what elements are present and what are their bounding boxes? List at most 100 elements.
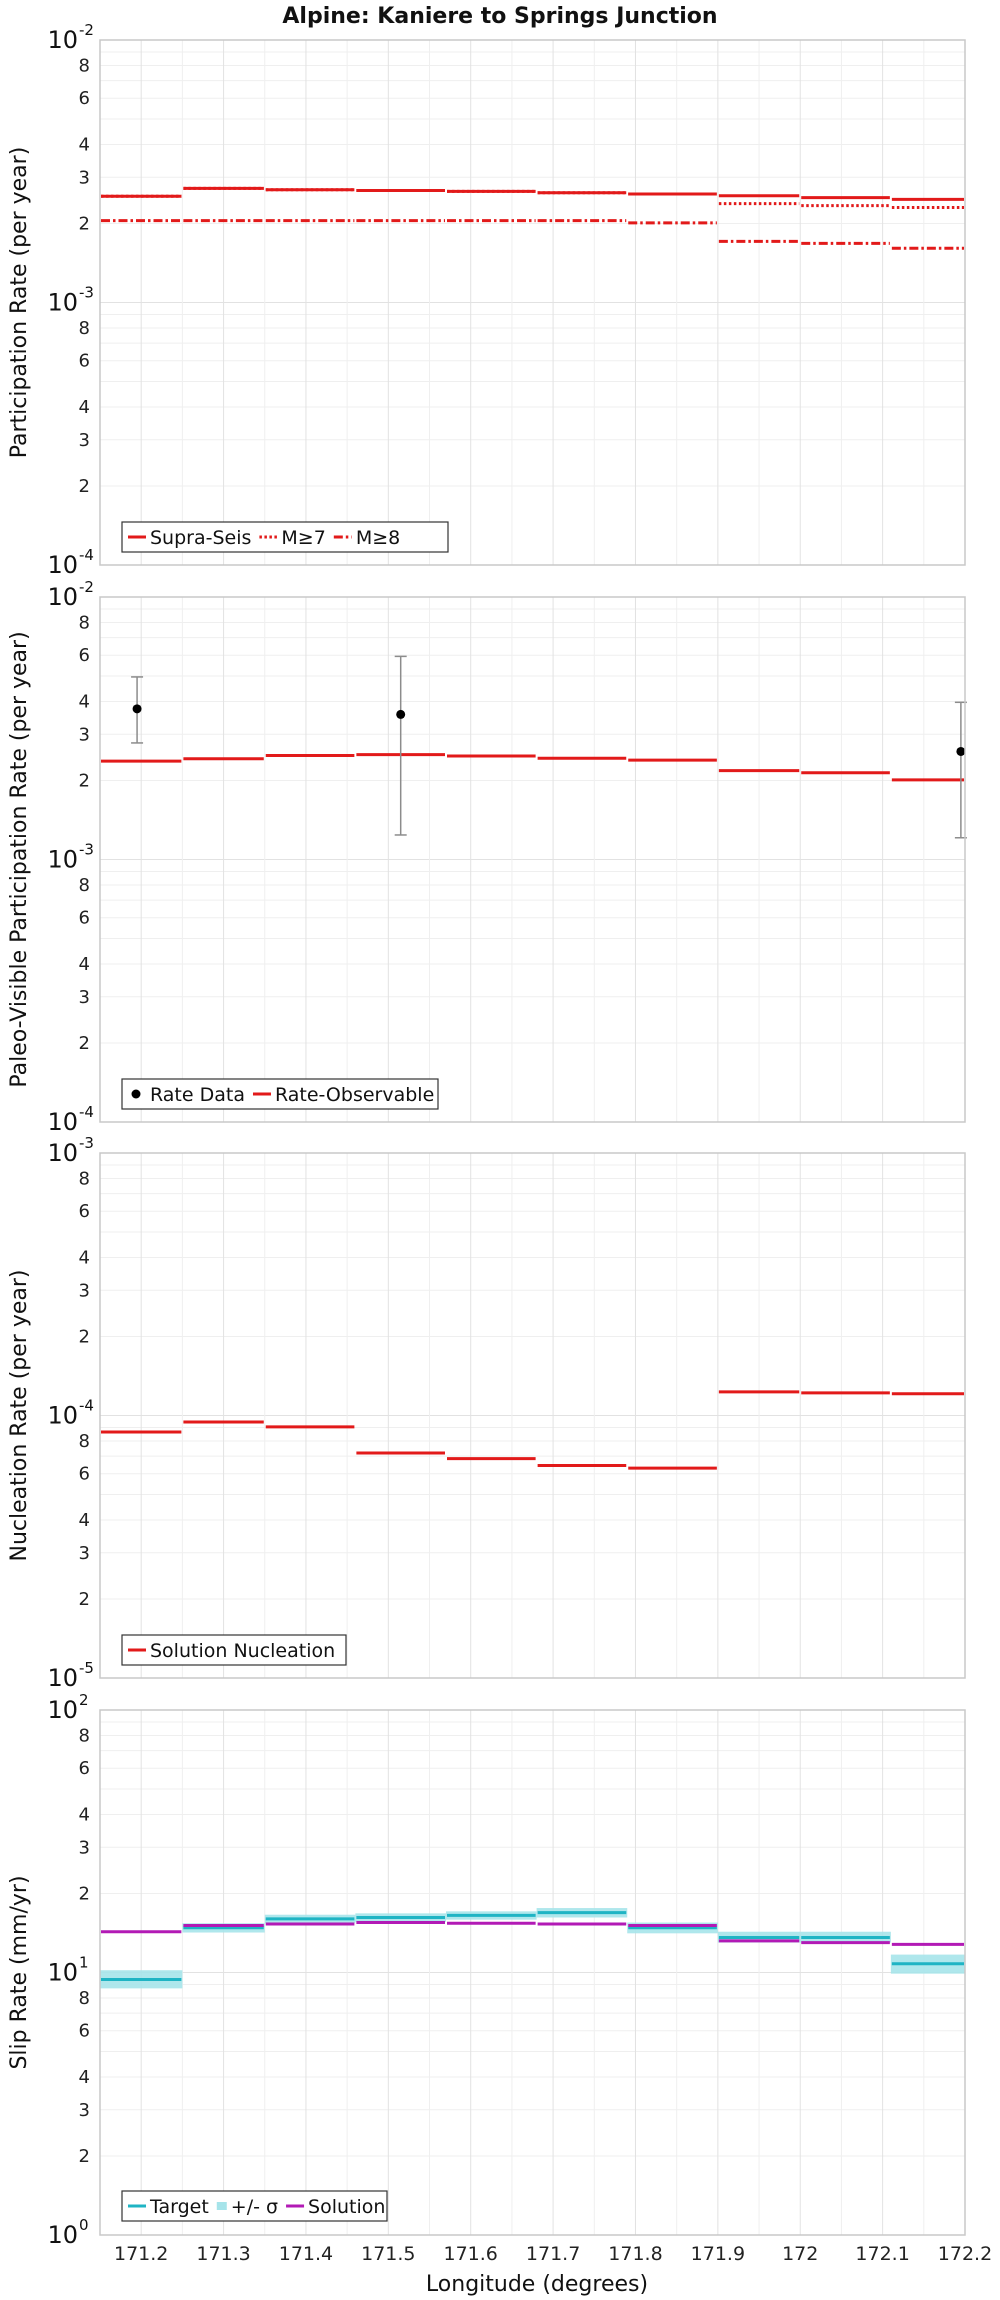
legend-label: Rate-Observable: [275, 1084, 434, 1106]
y-tick-label: 6: [79, 88, 90, 109]
y-tick-label: 8: [79, 1168, 90, 1189]
y-tick-label: 2: [79, 770, 90, 791]
y-tick-label: 6: [79, 1758, 90, 1779]
x-tick-label: 171.8: [608, 2243, 662, 2265]
legend-label: M≥8: [356, 527, 400, 549]
legend-label: Target: [149, 2196, 209, 2218]
y-tick-label-major: 10: [47, 1664, 78, 1692]
y-tick-label: 2: [79, 1033, 90, 1054]
y-tick-label: 8: [79, 612, 90, 633]
y-tick-exponent: -2: [79, 21, 94, 39]
y-tick-exponent: 2: [79, 1691, 89, 1709]
y-tick-exponent: -3: [79, 1134, 94, 1152]
x-tick-label: 171.7: [526, 2243, 580, 2265]
x-tick-label: 171.4: [279, 2243, 333, 2265]
y-tick-label: 4: [79, 1247, 90, 1268]
y-axis-label: Participation Rate (per year): [7, 147, 32, 459]
y-tick-label: 2: [79, 476, 90, 497]
y-tick-label-major: 10: [47, 1402, 78, 1430]
y-tick-label-major: 10: [47, 846, 78, 874]
y-tick-label: 4: [79, 1804, 90, 1825]
x-tick-label: 172.2: [938, 2243, 992, 2265]
legend: Supra-Seis M≥7 M≥8: [121, 521, 449, 553]
legend-point-swatch: [131, 1089, 141, 1099]
y-tick-exponent: -2: [79, 578, 94, 596]
y-tick-label: 6: [79, 2021, 90, 2042]
y-tick-exponent: 1: [79, 1954, 89, 1972]
x-tick-label: 171.3: [196, 2243, 250, 2265]
y-tick-label: 6: [79, 1464, 90, 1485]
chart-title: Alpine: Kaniere to Springs Junction: [282, 4, 717, 29]
legend-label: Rate Data: [150, 1084, 245, 1106]
y-tick-label-major: 10: [47, 551, 78, 579]
plot-frame: [99, 39, 966, 566]
legend-label: +/- σ: [231, 2196, 278, 2218]
y-tick-label: 8: [79, 1725, 90, 1746]
y-tick-label-major: 10: [47, 289, 78, 317]
y-tick-label: 8: [79, 55, 90, 76]
y-tick-label-major: 10: [47, 2221, 78, 2249]
plot-frame: [99, 1709, 966, 2236]
y-tick-exponent: -5: [79, 1659, 94, 1677]
y-tick-label-major: 10: [47, 1696, 78, 1724]
rate-data-point: [132, 704, 142, 714]
y-tick-exponent: -4: [79, 1103, 94, 1121]
y-tick-label: 3: [79, 1837, 90, 1858]
legend-box: [121, 1078, 439, 1110]
legend-box: [121, 521, 449, 553]
legend-label: M≥7: [281, 527, 325, 549]
y-tick-label: 4: [79, 134, 90, 155]
y-tick-exponent: -4: [79, 546, 94, 564]
y-tick-label: 2: [79, 2146, 90, 2167]
y-tick-label: 3: [79, 724, 90, 745]
x-axis-label: Longitude (degrees): [426, 2272, 648, 2297]
y-tick-label: 6: [79, 645, 90, 666]
y-tick-label: 2: [79, 1589, 90, 1610]
rate-data-point: [396, 709, 406, 719]
plot-frame: [99, 596, 966, 1123]
x-tick-label: 171.6: [444, 2243, 498, 2265]
y-tick-label: 8: [79, 1988, 90, 2009]
y-tick-label: 8: [79, 875, 90, 896]
y-tick-label: 6: [79, 908, 90, 929]
x-tick-label: 171.9: [691, 2243, 745, 2265]
y-tick-label: 3: [79, 2100, 90, 2121]
y-tick-label: 4: [79, 397, 90, 418]
y-tick-label: 4: [79, 1510, 90, 1531]
x-tick-label: 171.5: [361, 2243, 415, 2265]
y-tick-label: 4: [79, 954, 90, 975]
y-tick-label: 4: [79, 691, 90, 712]
y-tick-label: 2: [79, 1883, 90, 1904]
legend-label: Solution: [308, 2196, 385, 2218]
y-axis-label: Paleo-Visible Participation Rate (per ye…: [7, 631, 32, 1087]
y-axis-label: Slip Rate (mm/yr): [7, 1875, 32, 2069]
y-tick-exponent: 0: [79, 2216, 89, 2234]
y-tick-label: 3: [79, 1543, 90, 1564]
rate-data-point: [956, 746, 966, 756]
legend-label: Solution Nucleation: [150, 1640, 335, 1662]
x-tick-label: 172: [782, 2243, 818, 2265]
y-tick-label-major: 10: [47, 1139, 78, 1167]
y-tick-label: 3: [79, 430, 90, 451]
y-tick-label: 3: [79, 987, 90, 1008]
legend-box: [121, 1634, 347, 1666]
plot-frame: [99, 1152, 966, 1679]
legend-band-swatch: [216, 2202, 227, 2210]
y-tick-label: 6: [79, 351, 90, 372]
y-tick-label-major: 10: [47, 1959, 78, 1987]
y-tick-label: 2: [79, 1326, 90, 1347]
y-tick-label: 8: [79, 1431, 90, 1452]
y-tick-exponent: -3: [79, 284, 94, 302]
y-tick-label: 4: [79, 2067, 90, 2088]
x-tick-label: 171.2: [114, 2243, 168, 2265]
y-tick-label: 3: [79, 167, 90, 188]
legend: Target +/- σ Solution: [121, 2190, 388, 2222]
y-axis-label: Nucleation Rate (per year): [7, 1270, 32, 1562]
legend: Solution Nucleation: [121, 1634, 347, 1666]
y-tick-label: 3: [79, 1280, 90, 1301]
y-tick-label-major: 10: [47, 26, 78, 54]
y-tick-label: 6: [79, 1201, 90, 1222]
